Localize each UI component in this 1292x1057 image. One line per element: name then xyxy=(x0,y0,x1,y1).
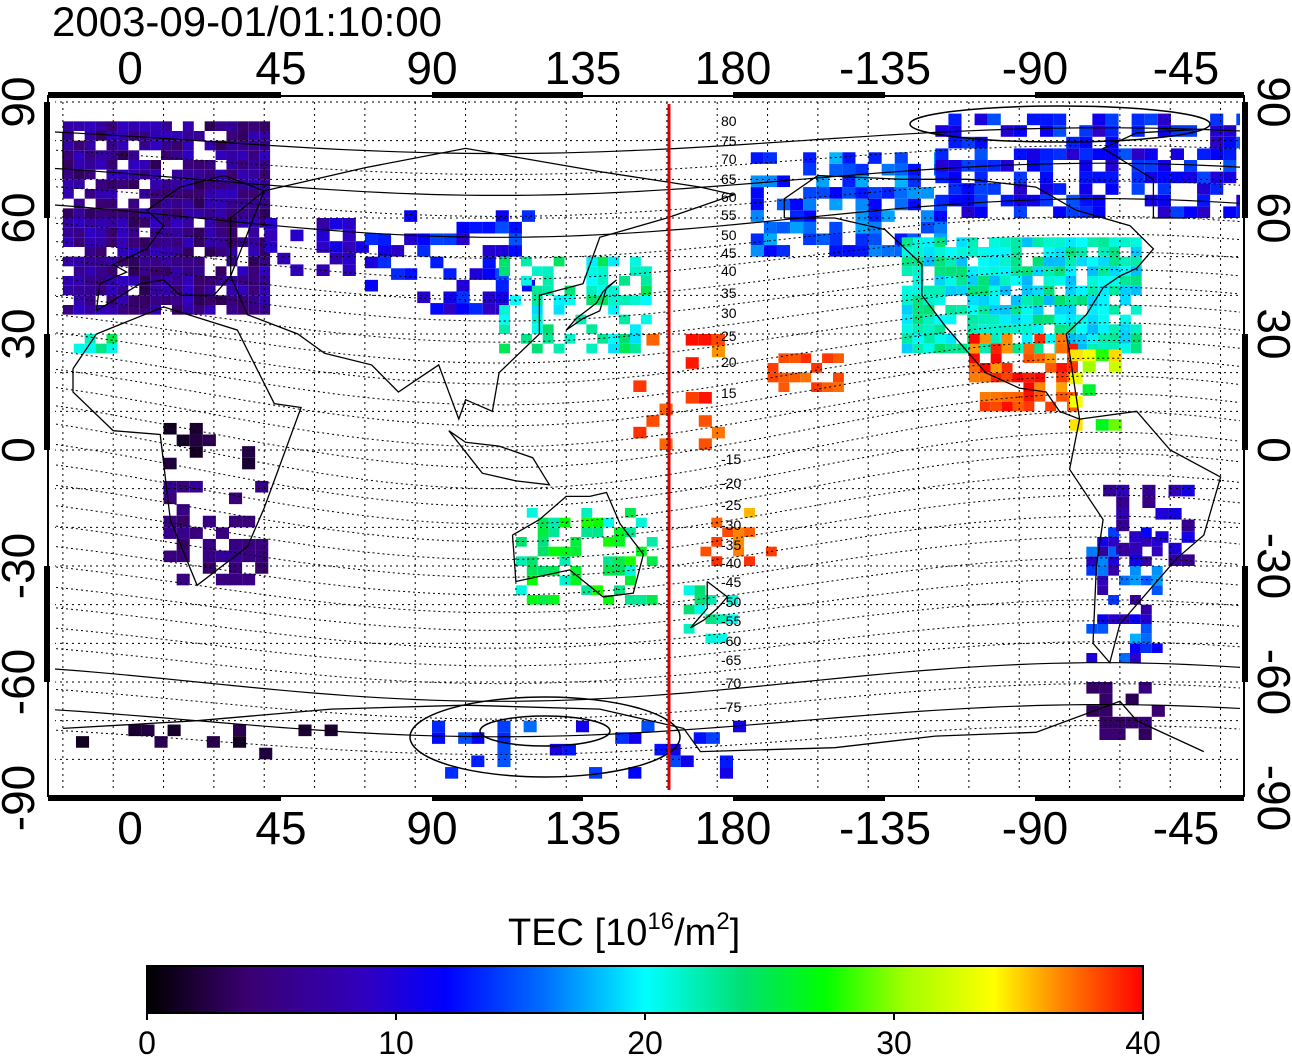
colorbar xyxy=(146,965,1144,1014)
longitude-labels-top: 0 45 90 135 180 -135 -90 -45 xyxy=(117,42,1219,94)
contour-label: 70 xyxy=(721,151,737,167)
contour-label: -50 xyxy=(721,594,741,610)
contour-label: 65 xyxy=(721,171,737,187)
latitude-label-left: -60 xyxy=(0,649,44,715)
contour-label: 40 xyxy=(721,263,737,279)
contour-label: 30 xyxy=(721,305,737,321)
colorbar-tick-label: 20 xyxy=(627,1025,663,1057)
colorbar-ticks: 0 10 20 30 40 xyxy=(138,1013,1161,1057)
longitude-label-top: 45 xyxy=(255,42,306,94)
latitude-label-right: -60 xyxy=(1248,649,1292,715)
contour-label: -20 xyxy=(721,475,741,491)
latitude-label-right: 0 xyxy=(1248,437,1292,463)
latitude-label-right: -30 xyxy=(1248,533,1292,599)
contour-label: 55 xyxy=(721,207,737,223)
colorbar-tick-label: 40 xyxy=(1125,1025,1161,1057)
lat-lon-grid xyxy=(55,100,1240,790)
latitude-labels-left: 90 60 30 0 -30 -60 -90 xyxy=(0,76,44,831)
longitude-label-bottom: -90 xyxy=(1002,802,1068,854)
contour-label: -65 xyxy=(721,652,741,668)
contour-label: -45 xyxy=(721,574,741,590)
longitude-label-bottom: -135 xyxy=(839,802,931,854)
longitude-label-bottom: 180 xyxy=(695,802,772,854)
longitude-label-bottom: 90 xyxy=(406,802,457,854)
latitude-label-left: 60 xyxy=(0,192,44,243)
colorbar-title-sup1: 16 xyxy=(647,908,674,935)
latitude-label-right: 60 xyxy=(1248,192,1292,243)
colorbar-title: TEC [1016/m2] xyxy=(508,908,740,954)
longitude-label-top: -135 xyxy=(839,42,931,94)
longitude-label-bottom: 0 xyxy=(117,802,143,854)
axis-tick-bars xyxy=(44,92,1248,801)
contour-label: 35 xyxy=(721,285,737,301)
contour-label: 45 xyxy=(721,245,737,261)
coastlines xyxy=(62,128,1222,753)
latitude-label-left: 90 xyxy=(0,76,44,127)
contour-label: 50 xyxy=(721,227,737,243)
colorbar-title-mid: /m xyxy=(674,912,716,954)
contour-label: 15 xyxy=(721,385,737,401)
longitude-label-top: 135 xyxy=(545,42,622,94)
map-title: 2003-09-01/01:10:00 xyxy=(52,0,442,45)
contour-label: 75 xyxy=(721,133,737,149)
longitude-label-top: 90 xyxy=(406,42,457,94)
contour-label: -30 xyxy=(721,517,741,533)
latitude-label-left: -90 xyxy=(0,765,44,831)
longitude-label-top: 180 xyxy=(695,42,772,94)
latitude-labels-right: 90 60 30 0 -30 -60 -90 xyxy=(1248,76,1292,831)
contour-label: 20 xyxy=(721,354,737,370)
latitude-label-right: 30 xyxy=(1248,308,1292,359)
contour-label: -75 xyxy=(721,699,741,715)
contour-label: -60 xyxy=(721,633,741,649)
latitude-label-right: -90 xyxy=(1248,765,1292,831)
longitude-label-top: -90 xyxy=(1002,42,1068,94)
colorbar-title-main: TEC [10 xyxy=(508,912,647,954)
contour-label: -15 xyxy=(721,451,741,467)
colorbar-title-end: ] xyxy=(730,912,741,954)
longitude-label-top: 0 xyxy=(117,42,143,94)
colorbar-tick-label: 30 xyxy=(876,1025,912,1057)
latitude-label-right: 90 xyxy=(1248,76,1292,127)
contour-label: 60 xyxy=(721,189,737,205)
contour-label: -25 xyxy=(721,497,741,513)
geomagnetic-latitude-contours xyxy=(55,105,1240,778)
colorbar-tick-label: 10 xyxy=(378,1025,414,1057)
latitude-label-left: 30 xyxy=(0,308,44,359)
contour-label: -40 xyxy=(721,555,741,571)
longitude-label-bottom: -45 xyxy=(1153,802,1219,854)
longitude-label-bottom: 45 xyxy=(255,802,306,854)
contour-labels: 80 75 70 65 60 55 50 45 40 35 30 25 20 15 -15 -20 -25 -30… xyxy=(721,113,741,715)
latitude-label-left: -30 xyxy=(0,533,44,599)
contour-label: 80 xyxy=(721,113,737,129)
contour-label: -70 xyxy=(721,675,741,691)
longitude-label-bottom: 135 xyxy=(545,802,622,854)
longitude-label-top: -45 xyxy=(1153,42,1219,94)
longitude-labels-bottom: 0 45 90 135 180 -135 -90 -45 xyxy=(117,802,1219,854)
latitude-label-left: 0 xyxy=(0,437,44,463)
contour-label: -55 xyxy=(721,613,741,629)
colorbar-tick-label: 0 xyxy=(138,1025,156,1057)
contour-label: 25 xyxy=(721,328,737,344)
colorbar-title-sup2: 2 xyxy=(716,908,729,935)
contour-label: -35 xyxy=(721,537,741,553)
